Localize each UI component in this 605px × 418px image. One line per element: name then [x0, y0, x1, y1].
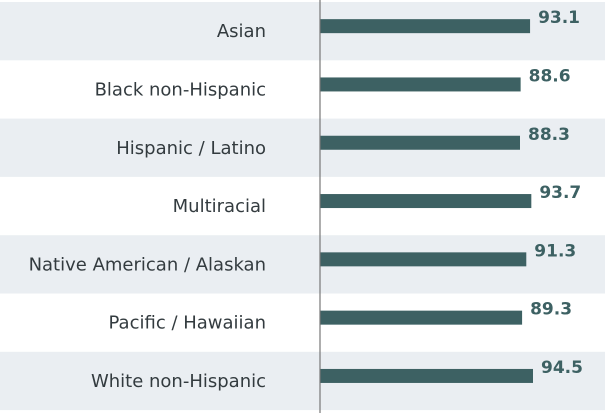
category-label: Multiracial: [173, 196, 266, 217]
bar-6: [320, 368, 533, 383]
bars: [320, 19, 533, 383]
value-label: 88.3: [528, 125, 570, 145]
value-label: 91.3: [534, 241, 576, 261]
value-labels: 93.1 88.6 88.3 93.7 91.3 89.3 94.5: [528, 8, 583, 378]
bar-3: [320, 194, 532, 209]
value-label: 94.5: [541, 358, 583, 378]
bar-0: [320, 19, 531, 34]
category-label: White non-Hispanic: [91, 371, 266, 392]
category-label: Black non-Hispanic: [95, 79, 266, 100]
bar-4: [320, 252, 527, 267]
category-label: Hispanic / Latino: [116, 138, 266, 159]
value-label: 88.6: [529, 66, 571, 86]
value-label: 93.7: [539, 183, 581, 203]
category-label: Native American / Alaskan: [29, 254, 266, 275]
value-label: 89.3: [530, 300, 572, 320]
category-labels: Asian Black non-Hispanic Hispanic / Latino…: [29, 21, 266, 392]
value-label: 93.1: [538, 8, 580, 28]
bar-1: [320, 77, 521, 92]
category-label: Pacific / Hawaiian: [109, 313, 266, 334]
bar-2: [320, 135, 520, 150]
bar-5: [320, 310, 523, 325]
category-label: Asian: [217, 21, 266, 42]
